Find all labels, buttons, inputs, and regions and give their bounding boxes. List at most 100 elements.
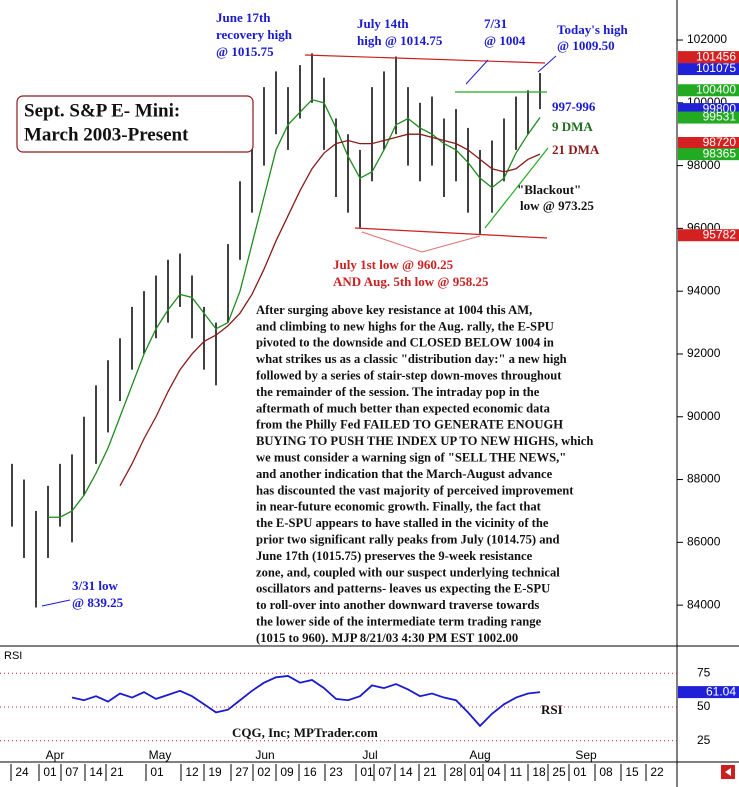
annotation: @ 1009.50 xyxy=(557,38,615,53)
commentary-line: June 17th (1015.75) preserves the 9-week… xyxy=(256,549,533,563)
y-tick-label: 75 xyxy=(697,665,711,679)
price-flag-label: 95782 xyxy=(703,227,737,241)
price-flag-label: 99531 xyxy=(703,110,737,124)
panel-label: RSI xyxy=(4,650,22,662)
date-label: 14 xyxy=(89,765,103,779)
rsi-line xyxy=(71,675,541,728)
annotation: July 1st low @ 960.25 xyxy=(333,257,454,272)
moving-average xyxy=(48,98,541,518)
credit: CQG, Inc; MPTrader.com xyxy=(232,725,378,740)
support-line xyxy=(354,227,548,239)
annotation: @ 1015.75 xyxy=(216,44,274,59)
y-tick-label: 98000 xyxy=(687,158,721,172)
date-label: 15 xyxy=(625,765,639,779)
date-label: 14 xyxy=(399,765,413,779)
date-label: 23 xyxy=(329,765,343,779)
price-flag-label: 101075 xyxy=(696,61,736,75)
commentary-line: and climbing to new highs for the Aug. r… xyxy=(256,319,554,333)
date-label: 21 xyxy=(423,765,437,779)
date-label: 08 xyxy=(599,765,613,779)
price-flag xyxy=(678,84,739,97)
commentary-line: zone, and, coupled with our suspect unde… xyxy=(256,565,560,579)
date-label: 09 xyxy=(280,765,294,779)
y-tick-label: 102000 xyxy=(687,32,727,46)
resistance-line xyxy=(304,54,546,64)
date-label: 21 xyxy=(110,765,124,779)
price-flag-label: 98720 xyxy=(703,135,737,149)
commentary-line: and another indication that the March-Au… xyxy=(256,467,553,481)
title: March 2003-Present xyxy=(24,124,189,145)
annotation: 21 DMA xyxy=(552,142,600,157)
commentary-line: has discounted the vast majority of perc… xyxy=(256,483,574,497)
date-label: 24 xyxy=(15,765,29,779)
month-label: May xyxy=(149,748,172,762)
y-tick-label: 86000 xyxy=(687,535,721,549)
title-box xyxy=(16,95,254,153)
commentary-line: prior two significant rally peaks from J… xyxy=(256,532,560,546)
date-label: 01 xyxy=(150,765,164,779)
annotation: June 17th xyxy=(216,10,271,25)
price-flag xyxy=(678,111,739,124)
month-label: Sep xyxy=(575,748,597,762)
month-label: Jun xyxy=(255,748,274,762)
moving-average xyxy=(119,133,541,487)
annotation: AND Aug. 5th low @ 958.25 xyxy=(333,274,489,289)
month-label: Aug xyxy=(469,748,490,762)
pointer xyxy=(537,55,557,73)
month-label: Jul xyxy=(362,748,377,762)
pointer xyxy=(41,599,71,607)
price-flag xyxy=(678,137,739,150)
y-tick-label: 92000 xyxy=(687,346,721,360)
date-label: 12 xyxy=(185,765,199,779)
pointer xyxy=(465,59,489,85)
date-label: 11 xyxy=(510,765,523,779)
date-label: 19 xyxy=(208,765,222,779)
date-label: 01 xyxy=(469,765,483,779)
uptrend-line xyxy=(484,147,549,229)
commentary: After surging above key resistance at 10… xyxy=(256,303,593,645)
annotation: 7/31 xyxy=(484,16,507,31)
price-flag xyxy=(678,51,739,64)
date-label: 18 xyxy=(532,765,546,779)
y-tick-label: 50 xyxy=(697,699,711,713)
price-panel xyxy=(11,53,541,608)
commentary-line: in near-future economic growth. Finally,… xyxy=(256,500,542,514)
date-label: 07 xyxy=(65,765,79,779)
price-flag xyxy=(678,63,739,76)
price-flag xyxy=(678,229,739,242)
date-label: 22 xyxy=(650,765,664,779)
commentary-line: we must consider a warning sign of "SELL… xyxy=(256,450,566,464)
price-flag-label: 100400 xyxy=(696,82,736,96)
date-label: 01 xyxy=(43,765,57,779)
title: Sept. S&P E- Mini: xyxy=(24,100,180,121)
y-tick-label: 84000 xyxy=(687,597,721,611)
annotation: 3/31 low xyxy=(72,578,118,593)
price-flag xyxy=(678,148,739,161)
commentary-line: oscillators and patterns- leaves us expe… xyxy=(256,582,550,596)
annotation: recovery high xyxy=(216,27,293,42)
commentary-line: the lower side of the intermediate term … xyxy=(256,614,542,628)
date-label: 28 xyxy=(449,765,463,779)
commentary-line: the E-SPU appears to have stalled in the… xyxy=(256,516,549,530)
annotation: @ 1004 xyxy=(484,33,526,48)
annotation: low @ 973.25 xyxy=(520,198,594,213)
date-label: 27 xyxy=(235,765,249,779)
annotation: RSI xyxy=(541,702,563,717)
commentary-line: from the Philly Fed FAILED TO GENERATE E… xyxy=(256,418,563,432)
arrow-icon xyxy=(725,768,731,776)
date-label: 01 xyxy=(360,765,374,779)
price-flag-label: 101456 xyxy=(696,49,736,63)
commentary-line: followed by a series of stair-step down-… xyxy=(256,368,562,382)
commentary-line: what strikes us as a classic "distributi… xyxy=(256,352,567,366)
date-label: 04 xyxy=(487,765,501,779)
date-label: 16 xyxy=(303,765,317,779)
annotation: "Blackout" xyxy=(517,182,581,197)
month-label: Apr xyxy=(46,748,65,762)
annotation: 9 DMA xyxy=(552,119,593,134)
annotation: @ 839.25 xyxy=(72,595,124,610)
date-label: 07 xyxy=(378,765,392,779)
annotation: 997-996 xyxy=(552,99,596,114)
low-pointer xyxy=(361,231,481,253)
commentary-line: aftermath of much better than expected e… xyxy=(256,401,551,415)
price-flag-label: 61.04 xyxy=(706,684,736,698)
